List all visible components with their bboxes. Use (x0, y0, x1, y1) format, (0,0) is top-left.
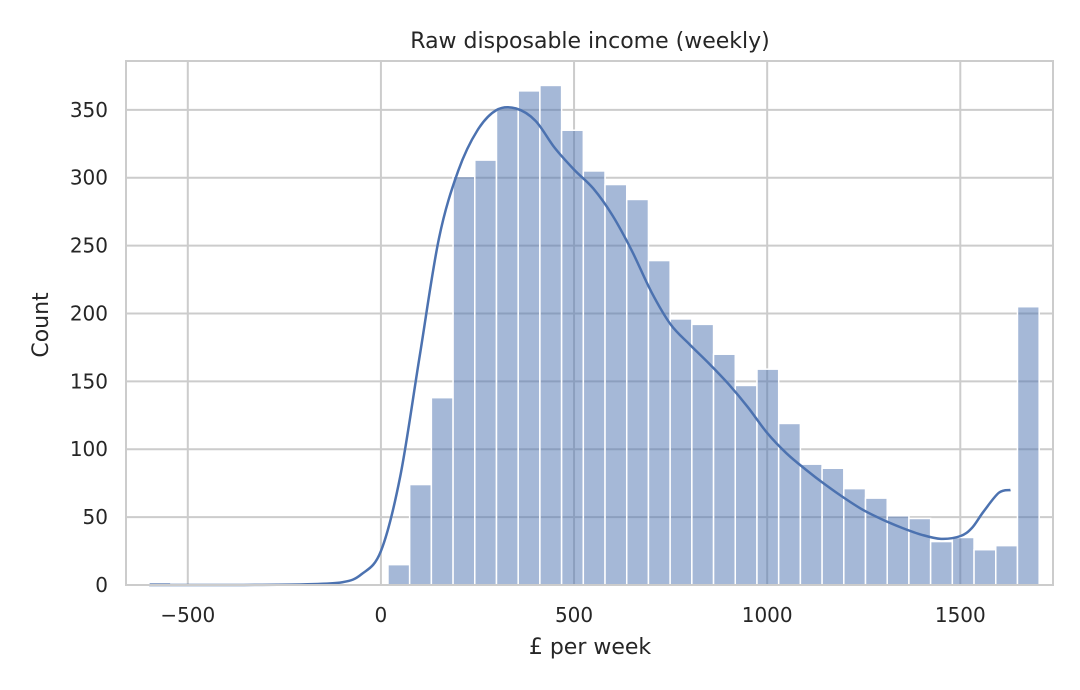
kde-curve (149, 105, 1011, 587)
plot-frame (125, 60, 1054, 586)
histogram-bar (387, 563, 411, 586)
histogram-bar (843, 487, 867, 586)
histogram-bar (799, 463, 823, 586)
histogram-bar (560, 129, 585, 586)
x-tick-label: 500 (555, 603, 593, 627)
x-tick-labels: −500 0 500 1000 1500 (160, 603, 985, 627)
histogram-bar (604, 183, 628, 586)
x-tick-label: −500 (160, 603, 215, 627)
y-tick-label: 0 (95, 573, 108, 597)
histogram-bar (582, 170, 606, 586)
x-tick-label: 1000 (742, 603, 793, 627)
y-axis-label: Count (29, 292, 54, 358)
x-tick-label: 0 (375, 603, 388, 627)
histogram-bar (756, 368, 780, 586)
histogram-bar (864, 497, 888, 586)
histogram-bar (474, 159, 498, 586)
histogram-bar (669, 318, 693, 586)
y-tick-label: 50 (83, 505, 108, 529)
y-tick-label: 250 (70, 234, 108, 258)
histogram-bar (1016, 305, 1040, 586)
histogram-bar (539, 84, 563, 586)
y-tick-label: 150 (70, 369, 108, 393)
histogram-bar (929, 540, 954, 586)
histogram-bar (517, 90, 541, 586)
histogram-bar (973, 548, 997, 586)
histogram-bar (908, 517, 932, 586)
chart-title: Raw disposable income (weekly) (410, 29, 769, 54)
y-tick-label: 200 (70, 301, 108, 325)
y-tick-label: 300 (70, 166, 108, 190)
x-tick-label: 1500 (935, 603, 986, 627)
histogram-bar (951, 536, 975, 586)
histogram-bar (625, 198, 650, 586)
x-axis-label: £ per week (529, 635, 652, 660)
kde-curve-layer (149, 105, 1011, 587)
histogram-bars (148, 84, 1040, 586)
histogram-bar (452, 175, 476, 586)
histogram-bar (647, 259, 671, 586)
y-tick-label: 350 (70, 98, 108, 122)
y-tick-label: 100 (70, 437, 108, 461)
histogram-bar (408, 483, 433, 586)
histogram-bar (495, 106, 519, 586)
y-tick-labels: 0 50 100 150 200 250 300 350 (70, 98, 108, 597)
histogram-bar (995, 544, 1019, 586)
histogram-bar (430, 396, 454, 586)
